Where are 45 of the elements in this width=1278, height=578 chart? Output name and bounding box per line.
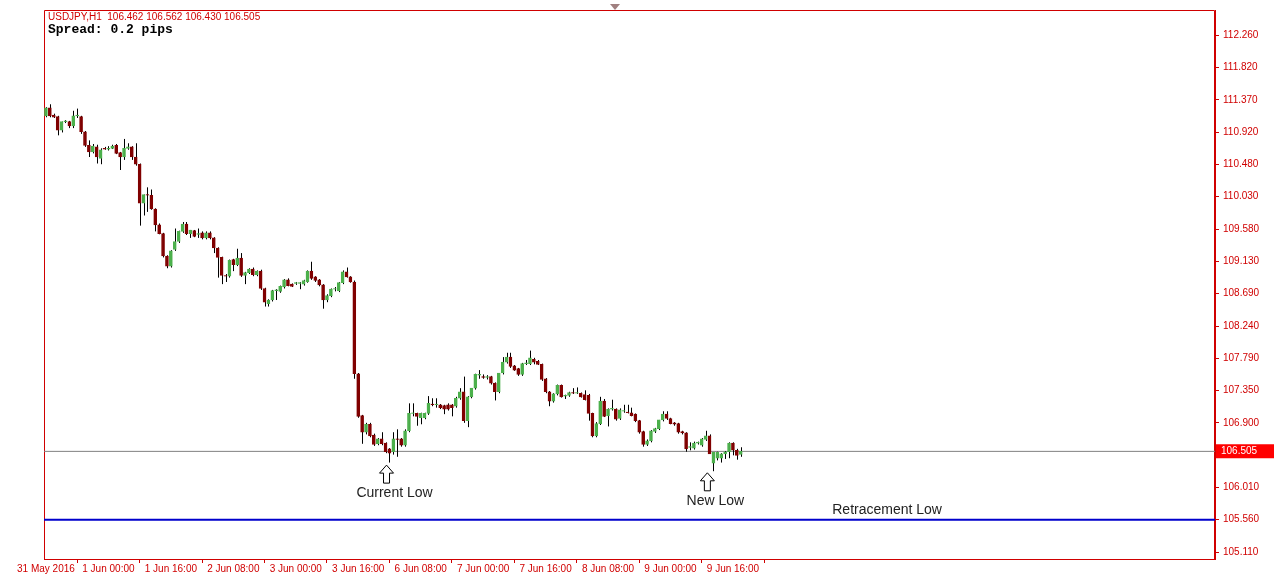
y-tick-label: 111.370 bbox=[1223, 93, 1259, 105]
x-tick-label: 2 Jun 08:00 bbox=[207, 562, 260, 574]
y-tick-label: 107.790 bbox=[1223, 352, 1260, 364]
candlestick bbox=[239, 252, 243, 278]
y-tick-label: 110.030 bbox=[1223, 190, 1259, 202]
x-tick-label: 9 Jun 00:00 bbox=[644, 562, 698, 574]
y-tick-label: 109.580 bbox=[1223, 222, 1260, 234]
x-tick-label: 31 May 2016 bbox=[17, 562, 76, 574]
y-tick-label: 106.010 bbox=[1223, 480, 1260, 492]
y-tick-label: 105.110 bbox=[1223, 545, 1259, 557]
candlestick bbox=[360, 414, 364, 445]
x-tick-label: 1 Jun 16:00 bbox=[144, 562, 198, 574]
chart-title: USDJPY,H1 106.462 106.562 106.430 106.505 bbox=[48, 10, 261, 22]
x-tick-label: 1 Jun 00:00 bbox=[82, 562, 135, 574]
x-tick-label: 9 Jun 16:00 bbox=[706, 562, 760, 574]
x-tick-label: 8 Jun 08:00 bbox=[581, 562, 635, 574]
y-tick-label: 111.820 bbox=[1223, 61, 1259, 73]
x-tick-label: 3 Jun 16:00 bbox=[332, 562, 385, 574]
candlestick bbox=[153, 207, 158, 232]
candlestick bbox=[606, 407, 610, 427]
y-tick-label: 109.130 bbox=[1223, 255, 1260, 267]
y-tick-label: 110.920 bbox=[1223, 126, 1259, 138]
annotation: Current Low bbox=[356, 483, 434, 500]
x-tick-label: 6 Jun 08:00 bbox=[394, 562, 448, 574]
candlestick bbox=[407, 402, 411, 433]
candlestick bbox=[493, 381, 497, 401]
ref-line-label: 106.505 bbox=[1221, 445, 1258, 457]
x-tick-label: 7 Jun 16:00 bbox=[519, 562, 573, 574]
text: Spread: 0.2 pips bbox=[48, 21, 174, 37]
x-tick-label: 7 Jun 00:00 bbox=[456, 562, 510, 574]
annotation: New Low bbox=[686, 491, 746, 508]
x-tick-label: 3 Jun 00:00 bbox=[269, 562, 323, 574]
y-tick-label: 112.260 bbox=[1223, 29, 1259, 41]
ref-line-label: Retracement Low bbox=[832, 501, 943, 518]
candlestick bbox=[172, 228, 177, 252]
y-tick-label: 110.480 bbox=[1223, 157, 1259, 169]
candlestick bbox=[610, 399, 614, 412]
y-tick-label: 105.560 bbox=[1223, 513, 1260, 525]
y-tick-label: 108.690 bbox=[1223, 287, 1260, 299]
candlestick bbox=[321, 283, 325, 310]
candlestick bbox=[161, 232, 165, 258]
candlestick bbox=[122, 138, 126, 161]
y-tick-label: 107.350 bbox=[1223, 384, 1260, 396]
y-tick-label: 106.900 bbox=[1223, 416, 1260, 428]
y-tick-label: 108.240 bbox=[1223, 319, 1260, 331]
